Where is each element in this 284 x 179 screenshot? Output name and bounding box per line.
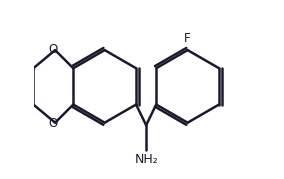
Text: NH₂: NH₂ xyxy=(134,153,158,166)
Text: O: O xyxy=(49,43,58,55)
Text: O: O xyxy=(49,117,58,130)
Text: F: F xyxy=(184,32,191,45)
